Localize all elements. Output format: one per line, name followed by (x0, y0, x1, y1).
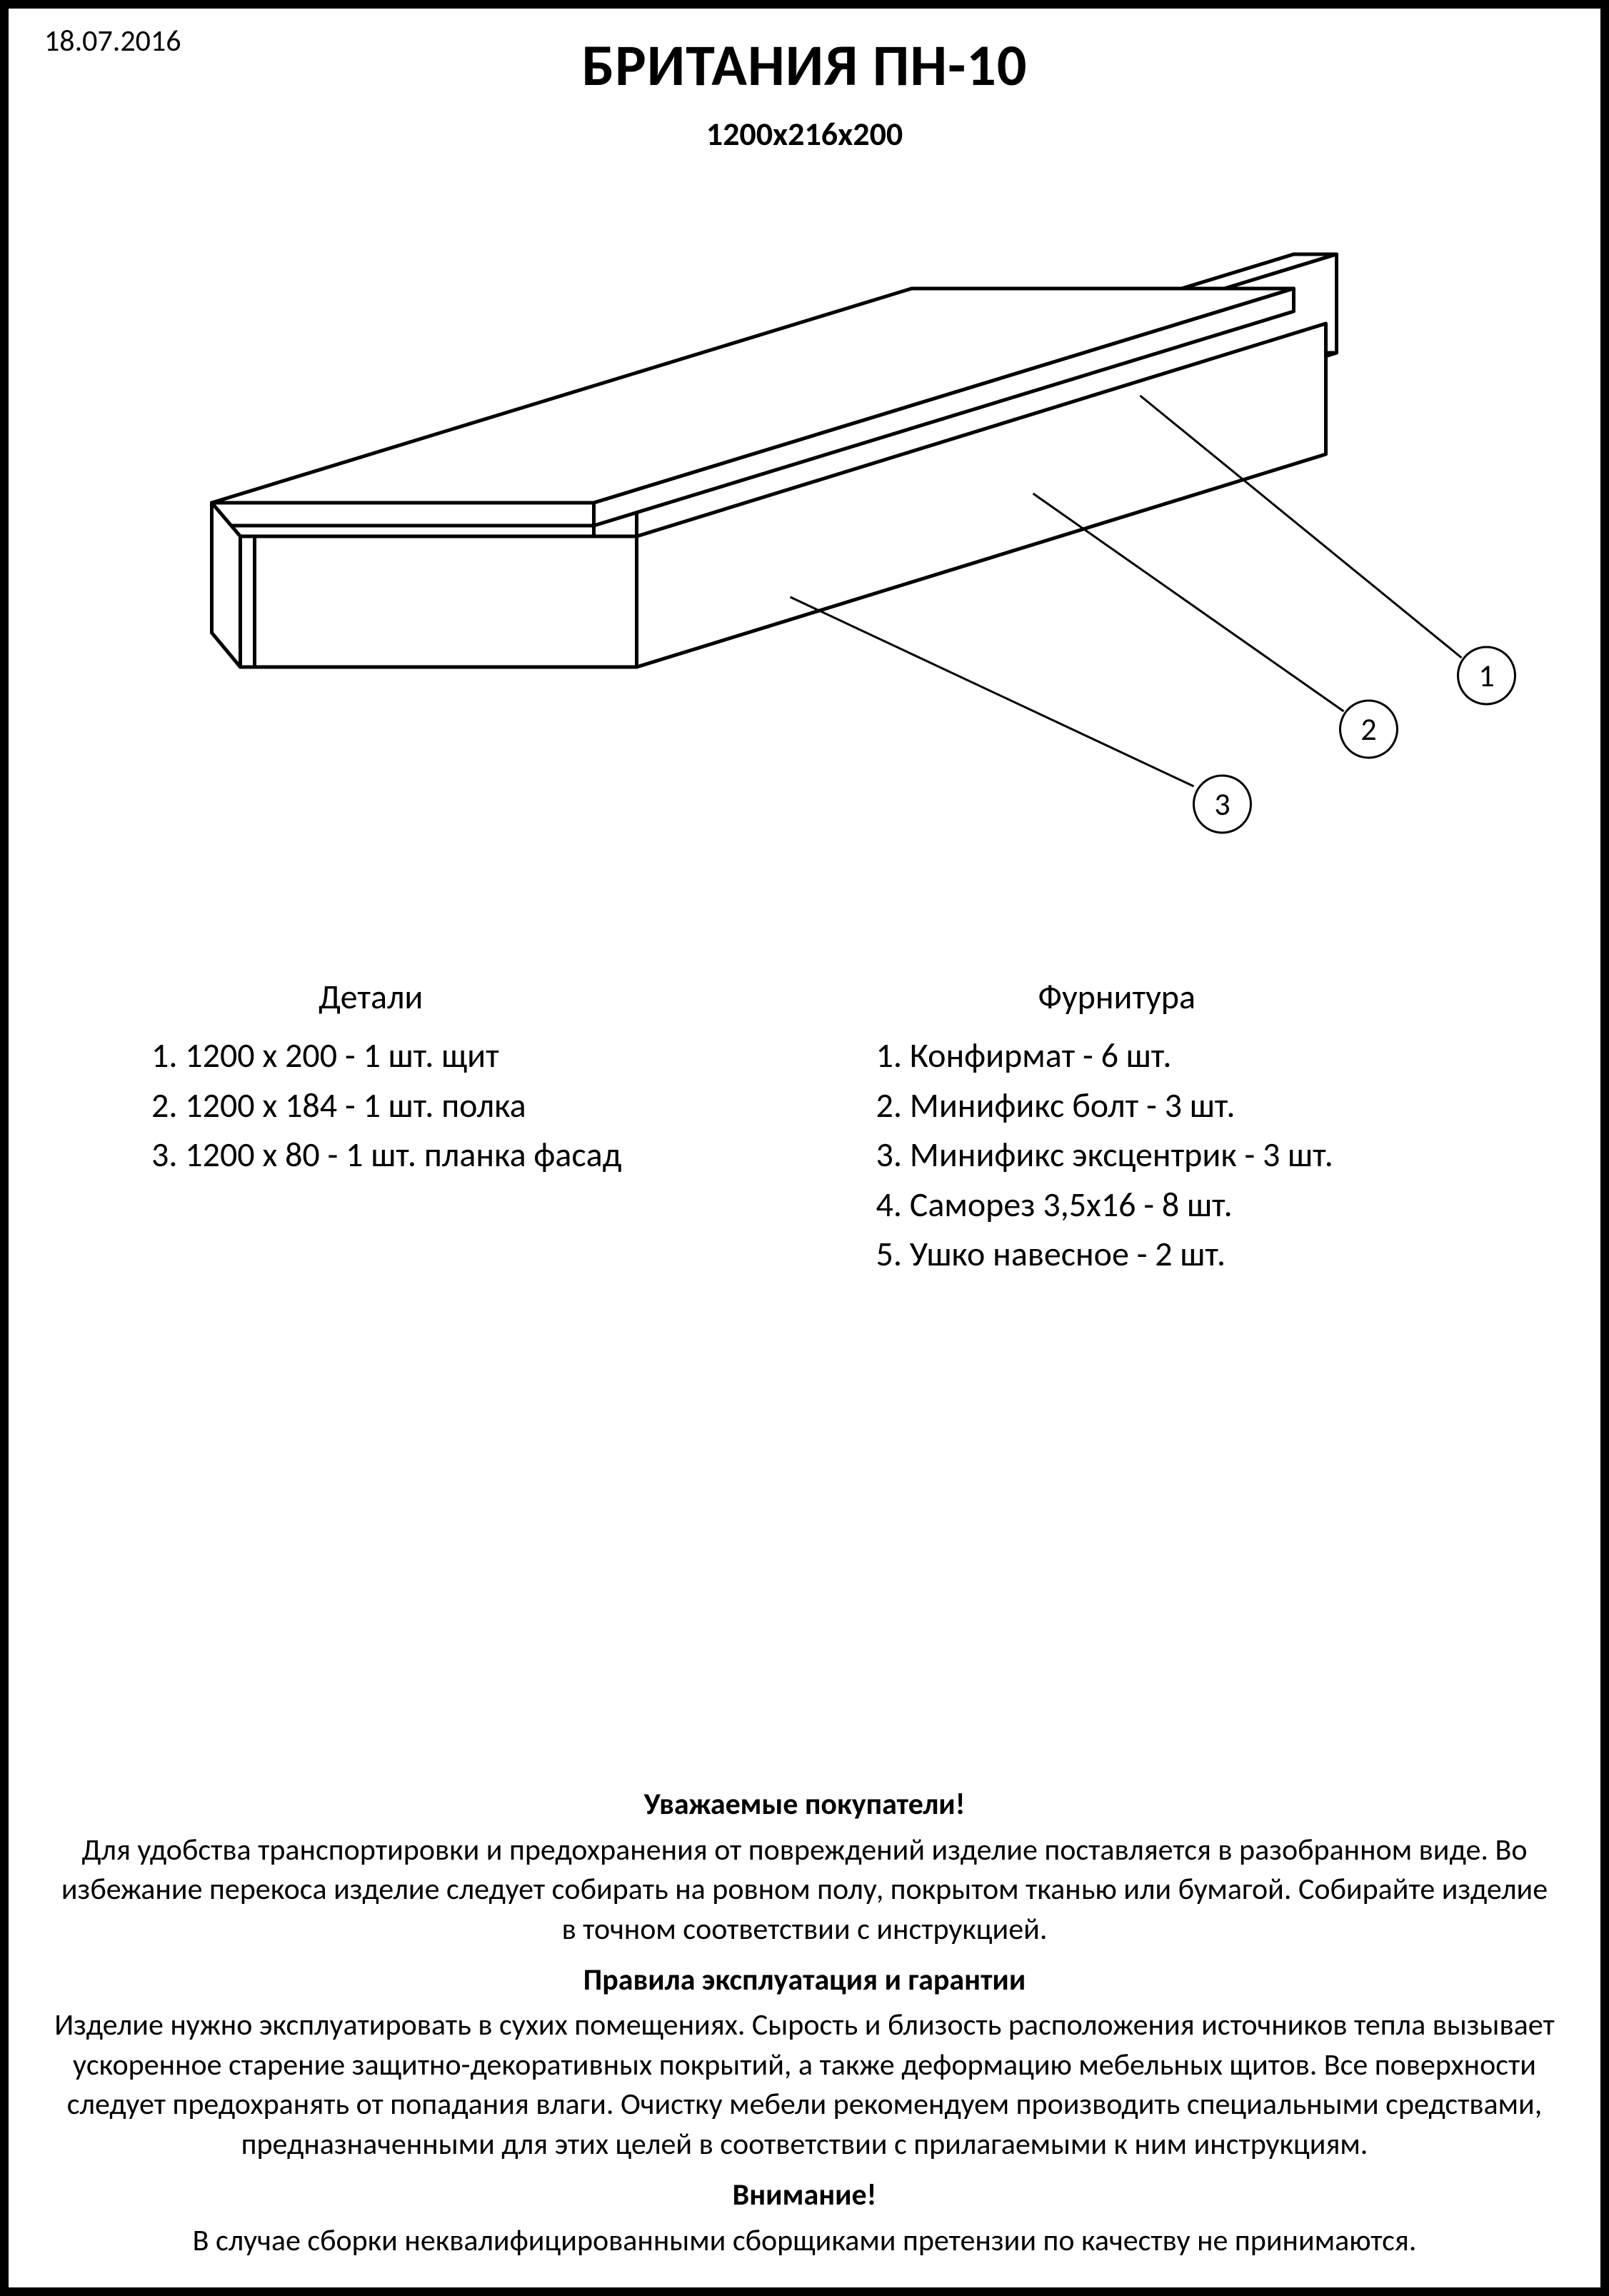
parts-item: 2. 1200 х 184 - 1 шт. полка (151, 1081, 833, 1131)
parts-item: 1. 1200 х 200 - 1 шт. щит (151, 1031, 833, 1081)
parts-item: 3. 1200 х 80 - 1 шт. планка фасад (151, 1130, 833, 1180)
footer-warning-title: Внимание! (51, 2175, 1558, 2215)
footer-paragraph-1: Для удобства транспортировки и предохран… (51, 1830, 1558, 1949)
hardware-column: Фурнитура 1. Конфирмат - 6 шт.2. Минифик… (833, 976, 1558, 1279)
hardware-title: Фурнитура (876, 976, 1558, 1018)
parts-column: Детали 1. 1200 х 200 - 1 шт. щит2. 1200 … (51, 976, 833, 1279)
svg-text:2: 2 (1360, 710, 1376, 748)
footer-notes: Уважаемые покупатели! Для удобства транс… (51, 1773, 1558, 2266)
hardware-item: 3. Минификс эксцентрик - 3 шт. (876, 1130, 1558, 1180)
parts-title: Детали (151, 976, 833, 1018)
hardware-item: 5. Ушко навесное - 2 шт. (876, 1229, 1558, 1279)
product-title: БРИТАНИЯ ПН-10 (51, 30, 1558, 101)
hardware-item: 2. Минификс болт - 3 шт. (876, 1081, 1558, 1131)
assembly-sheet: 18.07.2016 БРИТАНИЯ ПН-10 1200х216х200 1… (0, 0, 1609, 2296)
footer-greeting: Уважаемые покупатели! (51, 1785, 1558, 1824)
spec-lists: Детали 1. 1200 х 200 - 1 шт. щит2. 1200 … (51, 976, 1558, 1279)
product-dimensions: 1200х216х200 (51, 114, 1558, 154)
hardware-item: 4. Саморез 3,5х16 - 8 шт. (876, 1180, 1558, 1230)
assembly-diagram: 1 2 3 (51, 219, 1558, 933)
svg-text:1: 1 (1478, 656, 1494, 695)
svg-text:3: 3 (1214, 785, 1230, 823)
footer-paragraph-3: В случае сборки неквалифицированными сбо… (51, 2221, 1558, 2260)
document-date: 18.07.2016 (44, 23, 181, 59)
footer-rules-title: Правила эксплуатация и гарантии (51, 1960, 1558, 2000)
hardware-item: 1. Конфирмат - 6 шт. (876, 1031, 1558, 1081)
footer-paragraph-2: Изделие нужно эксплуатировать в сухих по… (51, 2005, 1558, 2164)
